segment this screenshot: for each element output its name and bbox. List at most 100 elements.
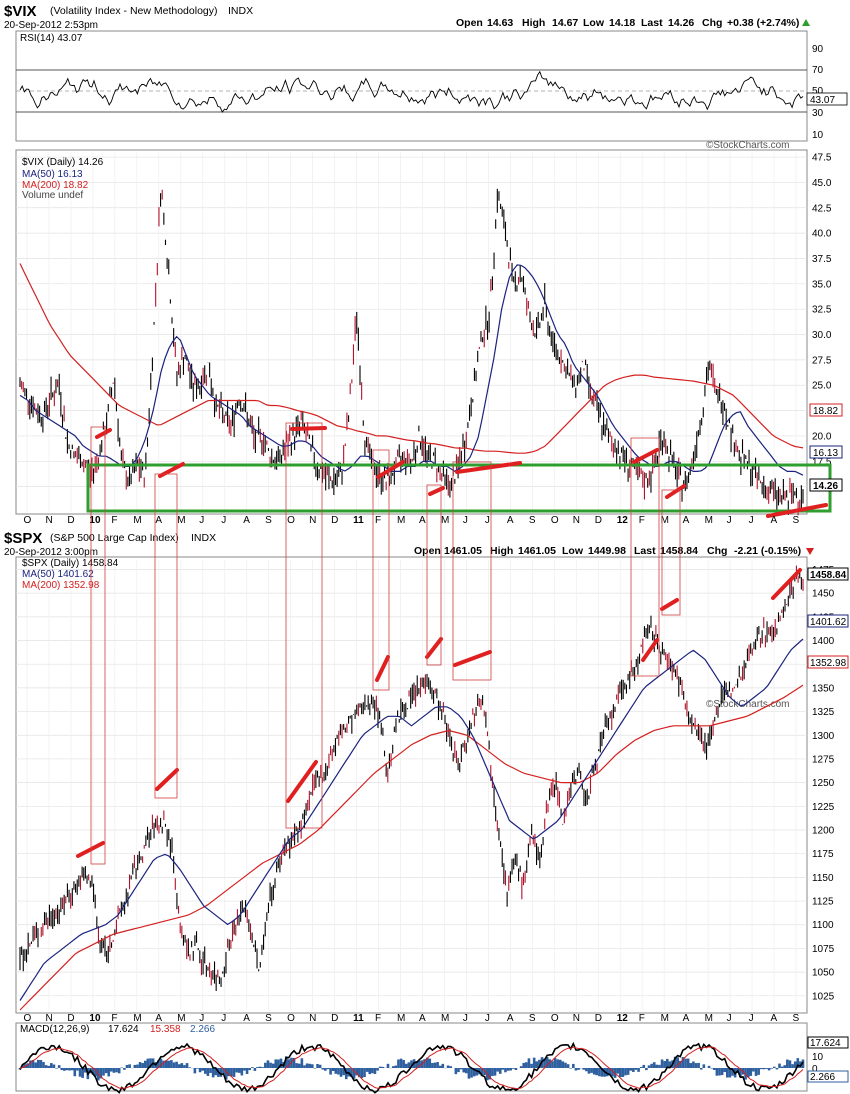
y-tick-label: 25.0 xyxy=(812,381,832,392)
spx-last-label: Last xyxy=(634,545,656,557)
month-tick-label: J xyxy=(221,515,226,526)
month-tick-label: J xyxy=(199,515,204,526)
month-tick-label: D xyxy=(67,1013,74,1024)
y-tick-label: 1150 xyxy=(812,873,834,884)
month-tick-label: A xyxy=(155,515,162,526)
vix-month-axis: O N D 10 F M A M J J A S O N D 11 F M A M J J A S O N D 12 F M A M J J A S xyxy=(23,515,799,526)
month-tick-label: J xyxy=(221,1013,226,1024)
spx-legend-ma200: MA(200) 1352.98 xyxy=(22,580,100,591)
month-tick-label: A xyxy=(771,1013,778,1024)
spx-name: (S&P 500 Large Cap Index) xyxy=(50,532,179,544)
y-tick-label: 1250 xyxy=(812,778,835,789)
month-tick-label: A xyxy=(155,1013,162,1024)
vix-low: 14.18 xyxy=(609,17,635,29)
spx-gridlines xyxy=(16,560,807,1010)
macd-value: 17.624 xyxy=(108,1024,139,1035)
y-tick-label: 1350 xyxy=(812,683,835,694)
link-box xyxy=(154,473,178,799)
trend-annotation xyxy=(76,841,105,858)
month-tick-label: O xyxy=(287,515,295,526)
vix-symbol: $VIX xyxy=(4,3,37,20)
trend-annotation xyxy=(453,650,492,667)
linking-boxes xyxy=(90,422,681,865)
link-box xyxy=(90,426,106,865)
y-tick-label: 27.5 xyxy=(812,355,832,366)
macd-axis: 10 0 17.624 2.266 xyxy=(807,1036,849,1083)
month-tick-label: N xyxy=(309,1013,316,1024)
month-tick-label: F xyxy=(111,515,117,526)
trend-annotation xyxy=(660,598,679,611)
trend-annotation xyxy=(632,448,659,464)
spx-chg-label: Chg xyxy=(707,545,727,557)
trend-annotation xyxy=(376,460,405,479)
month-tick-label: M xyxy=(397,515,405,526)
month-tick-label: S xyxy=(793,1013,800,1024)
trend-annotation xyxy=(290,426,327,431)
y-tick-label: 1100 xyxy=(812,920,834,931)
macd-signal-line xyxy=(19,1046,804,1089)
vix-ma50-tag xyxy=(809,445,843,459)
vix-last-label: Last xyxy=(641,17,663,29)
macd-histogram xyxy=(18,1056,805,1081)
month-tick-label: M xyxy=(661,515,669,526)
macd-tag xyxy=(807,1036,849,1049)
month-tick-label: J xyxy=(749,515,754,526)
spx-high-label: High xyxy=(490,545,513,557)
rsi-tick-90: 90 xyxy=(812,44,824,55)
month-tick-label: J xyxy=(749,1013,754,1024)
vix-last-tag xyxy=(809,478,843,492)
link-box xyxy=(661,489,681,616)
macd-tag-text: 17.624 xyxy=(810,1038,841,1049)
macd-hist-tag xyxy=(807,1070,849,1083)
month-tick-label: F xyxy=(639,515,645,526)
vix-panel-frame xyxy=(15,149,808,515)
spx-legend: $SPX (Daily) 1458.84 MA(50) 1401.62 MA(2… xyxy=(22,558,119,591)
link-box xyxy=(285,422,323,829)
y-tick-label: 40.0 xyxy=(812,229,832,240)
month-tick-label: N xyxy=(573,515,580,526)
trend-annotation xyxy=(641,638,659,662)
y-tick-label: 35.0 xyxy=(812,279,832,290)
rsi-price-tag xyxy=(806,92,848,106)
spx-chg: -2.21 (-0.15%) xyxy=(734,545,801,557)
rsi-panel-frame xyxy=(15,30,808,142)
spx-ma50-tag xyxy=(807,614,849,628)
y-tick-label: 20.0 xyxy=(812,431,832,442)
month-tick-label: D xyxy=(331,515,338,526)
y-tick-label: 45.0 xyxy=(812,178,832,189)
month-tick-label: M xyxy=(133,515,141,526)
month-tick-label: M xyxy=(705,1013,713,1024)
spx-ma200-line xyxy=(19,684,804,1011)
trend-annotation xyxy=(455,461,522,474)
vix-open: 14.63 xyxy=(487,17,513,29)
macd-hist-tag-text: 2.266 xyxy=(810,1072,835,1083)
spx-high: 1461.05 xyxy=(518,545,556,557)
y-tick-label: 17.5 xyxy=(812,457,832,468)
month-tick-label: N xyxy=(45,1013,52,1024)
macd-label-prefix: MACD(12,26,9) xyxy=(20,1024,89,1035)
month-tick-label: D xyxy=(595,1013,602,1024)
month-tick-label: M xyxy=(133,1013,141,1024)
y-tick-label: 30.0 xyxy=(812,330,832,341)
month-tick-label: A xyxy=(771,515,778,526)
rsi-price-tag-text: 43.07 xyxy=(810,95,835,106)
month-tick-label: D xyxy=(595,515,602,526)
spx-quote: Open 1461.05 High 1461.05 Low 1449.98 La… xyxy=(414,545,801,557)
y-tick-label: 1450 xyxy=(812,589,835,600)
month-tick-label: O xyxy=(23,515,31,526)
month-tick-label: D xyxy=(331,1013,338,1024)
y-tick-label: 47.5 xyxy=(812,153,832,164)
spx-open: 1461.05 xyxy=(444,545,482,557)
vix-legend-ma50: MA(50) 16.13 xyxy=(22,169,83,180)
spx-open-label: Open xyxy=(414,545,441,557)
link-box xyxy=(372,449,390,691)
trend-annotation xyxy=(425,637,443,659)
month-tick-label: 10 xyxy=(89,515,101,526)
spx-price-bars xyxy=(19,565,804,992)
rsi-tick-30: 30 xyxy=(812,108,824,119)
vix-low-label: Low xyxy=(583,17,605,29)
y-tick-label: 1025 xyxy=(812,991,835,1002)
vix-ma200-tag-text: 18.82 xyxy=(813,406,838,417)
month-tick-label: M xyxy=(441,1013,449,1024)
